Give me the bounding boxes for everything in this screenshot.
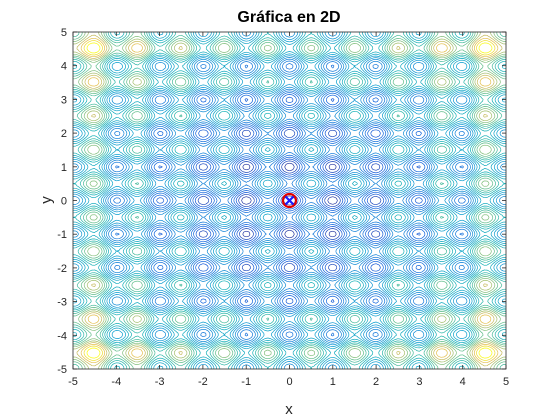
contour-level-6 xyxy=(109,60,470,341)
contour-level-21 xyxy=(83,40,496,361)
contour-level-17 xyxy=(73,32,506,369)
y-tick-label: 1 xyxy=(61,162,67,174)
contour-level-9 xyxy=(73,32,506,369)
x-tick-label: 4 xyxy=(460,376,466,388)
y-tick-label: -1 xyxy=(57,229,67,241)
y-tick-label: 5 xyxy=(61,27,67,39)
contour-level-4 xyxy=(152,94,427,307)
x-tick-label: 1 xyxy=(330,376,336,388)
y-tick-label: 0 xyxy=(61,196,67,208)
contour-level-16 xyxy=(73,32,506,369)
x-tick-label: 3 xyxy=(416,376,422,388)
x-tick-label: 0 xyxy=(286,376,292,388)
y-axis-ticks: -5 -4 -3 -2 -1 0 1 2 3 4 5 xyxy=(57,27,506,376)
x-axis-label: x xyxy=(285,401,293,418)
contour-level-22 xyxy=(86,42,493,359)
contour-level-1 xyxy=(241,162,338,239)
minimum-marker xyxy=(281,192,298,209)
x-tick-label: -2 xyxy=(198,376,208,388)
y-tick-label: 2 xyxy=(61,128,67,140)
y-axis-label: y xyxy=(38,196,55,204)
plot-area xyxy=(72,31,507,370)
x-tick-label: -3 xyxy=(155,376,165,388)
contour-level-19 xyxy=(76,34,503,367)
contour-level-3 xyxy=(156,96,423,305)
x-tick-label: -1 xyxy=(241,376,251,388)
contour-level-2 xyxy=(197,128,382,273)
contour-level-10 xyxy=(73,32,506,369)
y-tick-label: -3 xyxy=(57,297,67,309)
contour-level-8 xyxy=(73,32,506,369)
contour-lines xyxy=(73,32,506,369)
contour-level-20 xyxy=(80,37,499,364)
contour-level-7 xyxy=(107,58,472,343)
contour-level-14 xyxy=(73,32,506,369)
y-tick-label: -2 xyxy=(57,263,67,275)
x-tick-label: -5 xyxy=(68,376,78,388)
y-tick-label: -5 xyxy=(57,364,67,376)
contour-level-5 xyxy=(113,63,466,338)
x-axis-ticks: -5 -4 -3 -2 -1 0 1 2 3 4 5 xyxy=(68,32,509,388)
y-tick-label: 3 xyxy=(61,94,67,106)
marker-x-stroke-2 xyxy=(284,195,295,206)
contour-level-15 xyxy=(73,32,506,369)
contour-level-11 xyxy=(73,32,506,369)
x-tick-label: -4 xyxy=(111,376,121,388)
contour-level-18 xyxy=(73,32,506,369)
y-tick-label: -4 xyxy=(57,330,67,342)
x-tick-label: 5 xyxy=(503,376,509,388)
x-tick-label: 2 xyxy=(373,376,379,388)
contour-level-12 xyxy=(73,32,506,369)
chart-title: Gráfica en 2D xyxy=(237,9,340,26)
contour-level-13 xyxy=(73,32,506,369)
marker-circle xyxy=(281,192,298,209)
y-tick-label: 4 xyxy=(61,61,67,73)
